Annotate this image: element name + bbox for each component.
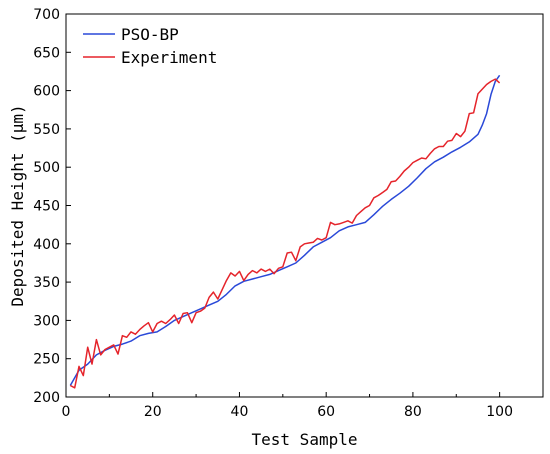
series-line-experiment [69, 78, 501, 389]
y-tick-label: 300 [33, 313, 60, 329]
plot-area [65, 13, 544, 398]
series-line-pso-bp [69, 74, 501, 386]
y-tick-label: 250 [33, 352, 60, 368]
series-lines [69, 74, 501, 389]
y-tick-label: 650 [33, 45, 60, 61]
y-tick-label: 350 [33, 275, 60, 291]
y-tick-label: 600 [33, 84, 60, 100]
x-tick-label: 80 [404, 404, 422, 420]
x-tick-label: 60 [317, 404, 335, 420]
x-tick-label: 40 [231, 404, 249, 420]
y-tick-label: 500 [33, 160, 60, 176]
y-axis-title: Deposited Height (μm) [8, 104, 27, 306]
y-tick-label: 700 [33, 7, 60, 23]
y-tick-label: 450 [33, 199, 60, 215]
legend-label: PSO-BP [121, 25, 179, 44]
y-tick-label: 550 [33, 122, 60, 138]
x-axis-title: Test Sample [252, 430, 358, 449]
legend: PSO-BP Experiment [83, 25, 217, 67]
y-tick-label: 200 [33, 390, 60, 406]
y-tick-label: 400 [33, 237, 60, 253]
x-tick-label: 100 [486, 404, 513, 420]
x-tick-label: 20 [144, 404, 162, 420]
legend-label: Experiment [121, 48, 217, 67]
plot-border [65, 13, 544, 398]
axis-ticks: 0 20 40 60 80 100 200 250 300 350 400 450 500 550 600 6… [33, 7, 513, 420]
x-tick-label: 0 [62, 404, 71, 420]
